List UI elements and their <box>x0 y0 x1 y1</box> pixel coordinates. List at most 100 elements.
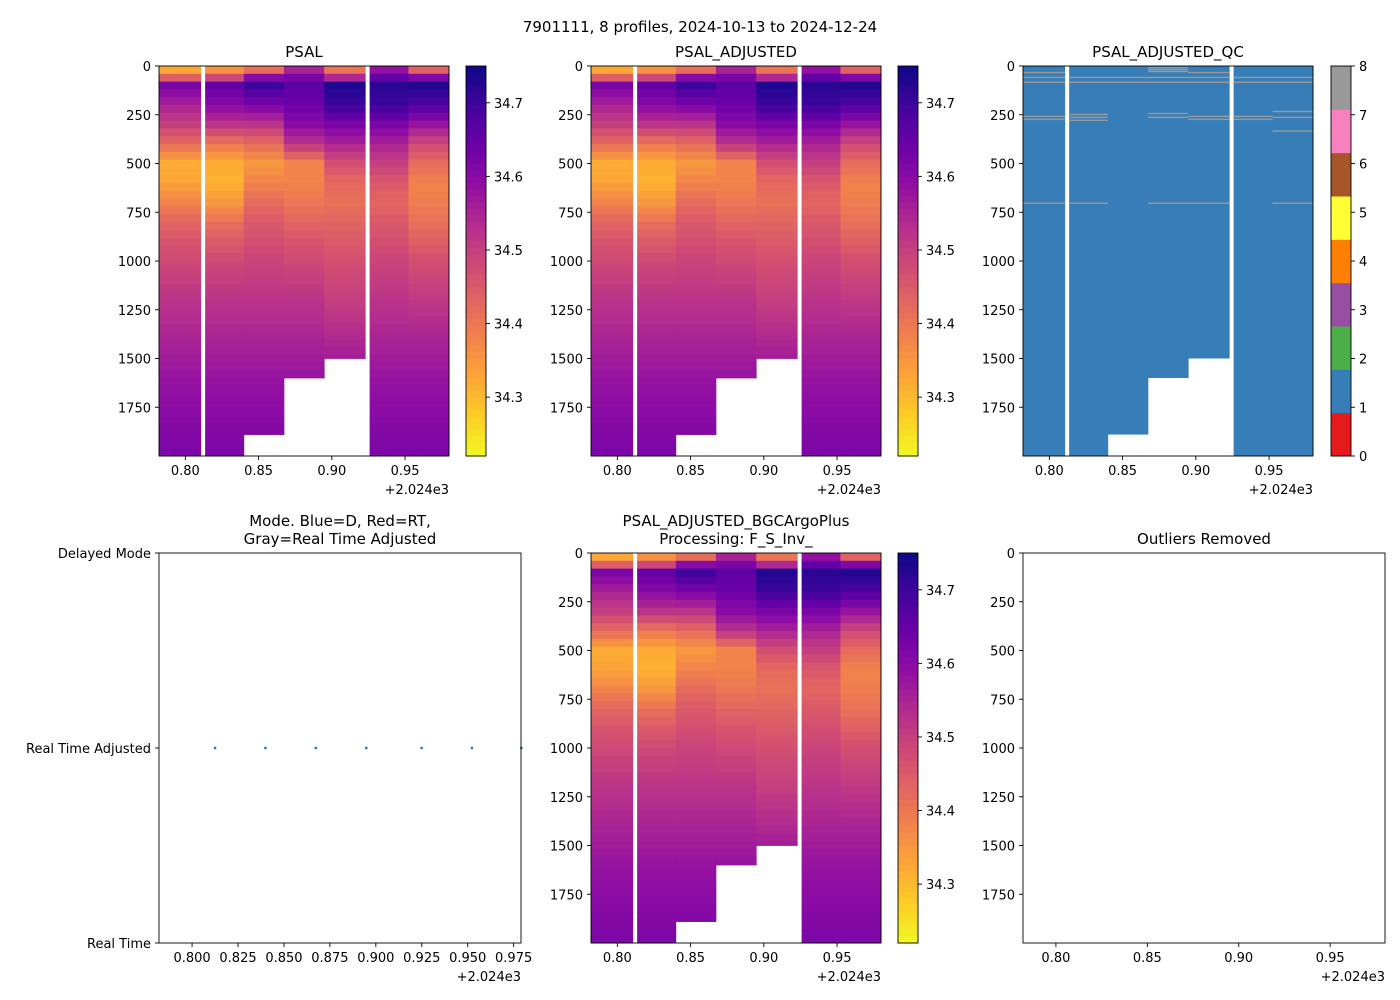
psal-cell-profile-3 <box>283 183 325 192</box>
outliers-subplot: Outliers Removed 0.80 0.85 0.90 0.95 +2.024e3… <box>982 530 1386 985</box>
bgc-cell-profile-5 <box>801 872 841 881</box>
bgc-colorbar-gradient-step <box>898 657 918 665</box>
psal_adj-cell-profile-3 <box>715 159 757 168</box>
psal-cell-profile-5 <box>369 144 409 153</box>
bgc-cell-profile-6 <box>840 935 882 944</box>
psal-cell-profile-2 <box>243 276 285 285</box>
psal-colorbar-gradient-step <box>466 313 486 321</box>
psal-cell-profile-2 <box>243 378 285 387</box>
bgc-cell-profile-1 <box>637 818 677 827</box>
psal-colorbar-gradient-step <box>466 287 486 295</box>
psal-cell-profile-5 <box>369 448 409 457</box>
psal-cell-profile-4 <box>324 190 366 199</box>
psal-cell-profile-3 <box>283 276 325 285</box>
bgc-colorbar-gradient-step <box>898 689 918 697</box>
psal_adj-cell-profile-5 <box>801 385 841 394</box>
psal_adj-cell-profile-6 <box>840 105 882 114</box>
bgc-cell-profile-3 <box>715 670 757 679</box>
psal-cell-profile-1 <box>205 245 245 254</box>
psal_qc-colorbar-tick-label: 4 <box>1359 255 1367 270</box>
psal_adj-cell-profile-1 <box>637 222 677 231</box>
psal_qc-colorbar-tick-label: 2 <box>1359 353 1367 368</box>
bgc-colorbar-gradient-step <box>898 780 918 788</box>
bgc-cell-profile-2 <box>675 880 717 889</box>
psal_adj-cell-profile-1 <box>637 370 677 379</box>
psal_adj-cell-profile-6 <box>840 222 882 231</box>
bgc-cell-profile-5 <box>801 732 841 741</box>
psal-colorbar-tick-label: 34.7 <box>494 97 523 112</box>
bgc-cell-profile-2 <box>675 592 717 601</box>
bgc-cell-profile-2 <box>675 794 717 803</box>
psal_adj-cell-profile-1 <box>637 167 677 176</box>
psal_adj-cell-profile-1 <box>637 97 677 106</box>
psal_adj-colorbar-gradient-step <box>898 131 918 139</box>
psal-cell-profile-2 <box>243 245 285 254</box>
psal-cell-profile-1 <box>205 198 245 207</box>
psal_adj-cell-profile-2 <box>675 112 717 121</box>
psal-cell-profile-5 <box>369 214 409 223</box>
psal-colorbar-gradient-step <box>466 404 486 412</box>
psal-cell-profile-2 <box>243 206 285 215</box>
psal-cell-profile-2 <box>243 385 285 394</box>
bgc-cell-profile-4 <box>756 802 798 811</box>
bgc-cell-profile-5 <box>801 919 841 928</box>
bgc-cell-profile-6 <box>840 654 882 663</box>
bgc-cell-profile-6 <box>840 670 882 679</box>
psal_qc-flag-overlay-line <box>1272 110 1313 113</box>
psal-cell-profile-5 <box>369 401 409 410</box>
psal-colorbar-gradient-step <box>466 176 486 184</box>
bgc-colorbar-gradient-step <box>898 826 918 834</box>
psal_adj-colorbar-gradient-step <box>898 267 918 275</box>
psal-cell-profile-6 <box>408 300 450 309</box>
psal_adj-colorbar-gradient-step <box>898 137 918 145</box>
bgc-colorbar-gradient-step <box>898 741 918 749</box>
psal-cell-profile-6 <box>408 128 450 137</box>
psal-cell-profile-4 <box>324 284 366 293</box>
bgc-cell-profile-4 <box>756 670 798 679</box>
psal-cell-profile-1 <box>205 89 245 98</box>
psal_qc-flag-overlay-line <box>1188 115 1230 118</box>
psal-cell-profile-1 <box>205 105 245 114</box>
bgc-cell-profile-6 <box>840 919 882 928</box>
psal-colorbar-gradient-step <box>466 196 486 204</box>
bgc-cell-profile-6 <box>840 771 882 780</box>
mode-x-tick-label: 0.875 <box>311 951 348 966</box>
psal-colorbar-gradient-step <box>466 209 486 217</box>
psal_qc-flag-overlay-line <box>1272 116 1313 119</box>
bgc-y-tick-label: 1500 <box>550 840 583 855</box>
psal_adj-cell-profile-0 <box>591 253 634 262</box>
psal-cell-profile-1 <box>205 261 245 270</box>
psal_adj-cell-profile-4 <box>756 339 798 348</box>
psal_qc-flag-overlay-line <box>1233 76 1313 79</box>
bgc-colorbar-gradient-step <box>898 871 918 879</box>
psal_adj-cell-profile-0 <box>591 424 634 433</box>
bgc-cell-profile-1 <box>637 826 677 835</box>
bgc-cell-profile-4 <box>756 685 798 694</box>
psal_adj-cell-profile-0 <box>591 268 634 277</box>
psal-cell-profile-3 <box>283 105 325 114</box>
psal-cell-profile-5 <box>369 307 409 316</box>
psal_adj-title: PSAL_ADJUSTED <box>675 43 797 62</box>
psal-cell-profile-3 <box>283 159 325 168</box>
psal_adj-x-tick-label: 0.90 <box>749 464 778 479</box>
bgc-colorbar-gradient-step <box>898 832 918 840</box>
bgc-cell-profile-0 <box>591 685 634 694</box>
psal-cell-profile-5 <box>369 424 409 433</box>
psal_adj-cell-profile-1 <box>637 175 677 184</box>
psal_adj-cell-profile-3 <box>715 339 757 348</box>
psal_adj-cell-profile-5 <box>801 424 841 433</box>
psal-colorbar-gradient-step <box>466 345 486 353</box>
bgc-cell-profile-4 <box>756 693 798 702</box>
psal_adj-cell-profile-6 <box>840 370 882 379</box>
psal_adj-colorbar-tick-label: 34.6 <box>926 170 955 185</box>
mode-axes-frame <box>158 552 522 944</box>
psal-cell-profile-6 <box>408 331 450 340</box>
bgc-cell-profile-0 <box>591 576 634 585</box>
psal_adj-cell-profile-2 <box>675 128 717 137</box>
psal_adj-cell-profile-6 <box>840 253 882 262</box>
psal-cell-profile-0 <box>159 183 202 192</box>
psal-colorbar-gradient-step <box>466 280 486 288</box>
psal_adj-cell-profile-0 <box>591 128 634 137</box>
psal_qc-cell-profile-6 <box>1272 66 1314 456</box>
psal_adj-cell-profile-1 <box>637 331 677 340</box>
